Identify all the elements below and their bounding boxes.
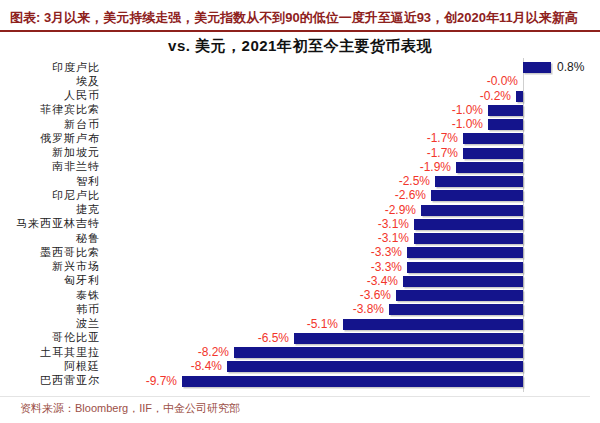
value-label: -5.1% [307, 318, 338, 331]
value-label: -1.7% [427, 132, 458, 145]
chart-page: 图表: 3月以来，美元持续走强，美元指数从不到90的低位一度升至逼近93，创20… [0, 0, 600, 423]
value-label: -3.1% [378, 232, 409, 245]
value-label: -1.7% [427, 147, 458, 160]
bar [516, 91, 523, 102]
category-label: 匈牙利 [64, 274, 100, 287]
value-label: -8.2% [198, 346, 229, 359]
category-label: 新兴市场 [52, 260, 100, 273]
category-label: 韩币 [76, 303, 100, 316]
zero-axis-line [523, 58, 524, 392]
bar [403, 276, 523, 287]
chart-title: vs. 美元，2021年初至今主要货币表现 [0, 37, 600, 56]
bar [435, 176, 523, 187]
category-label: 墨西哥比索 [40, 246, 100, 259]
bar [463, 148, 523, 159]
value-label: -3.8% [353, 303, 384, 316]
bar [488, 119, 523, 130]
category-label: 南非兰特 [52, 160, 100, 173]
category-label: 菲律宾比索 [40, 103, 100, 116]
bar [523, 62, 551, 73]
category-label: 巴西雷亚尔 [40, 374, 100, 387]
category-label: 人民币 [64, 89, 100, 102]
header-note: 图表: 3月以来，美元持续走强，美元指数从不到90的低位一度升至逼近93，创20… [10, 9, 595, 27]
header-divider [0, 30, 600, 32]
category-label: 俄罗斯卢布 [40, 132, 100, 145]
source-note: 资料来源：Bloomberg，IIF，中金公司研究部 [20, 401, 240, 415]
bar [456, 162, 523, 173]
value-label: -0.2% [480, 90, 511, 103]
bar [396, 290, 523, 301]
bar [414, 233, 523, 244]
bar [488, 105, 523, 116]
value-label: -8.4% [191, 360, 222, 373]
value-label: -6.5% [258, 332, 289, 345]
bar [294, 333, 523, 344]
bar [431, 190, 523, 201]
bar [407, 262, 523, 273]
category-label: 马来西亚林吉特 [16, 217, 100, 230]
value-label: -3.4% [367, 275, 398, 288]
value-label: -2.9% [385, 204, 416, 217]
value-label: -1.9% [420, 161, 451, 174]
bar [182, 376, 523, 387]
footer-divider [0, 396, 590, 397]
category-label: 新台币 [64, 118, 100, 131]
value-label: 0.8% [557, 61, 584, 74]
value-label: -9.7% [146, 375, 177, 388]
bar [463, 133, 523, 144]
bar [389, 304, 523, 315]
value-label: -0.0% [487, 75, 518, 88]
category-label: 捷克 [76, 203, 100, 216]
category-label: 埃及 [76, 75, 100, 88]
category-label: 哥伦比亚 [52, 331, 100, 344]
category-label: 土耳其里拉 [40, 346, 100, 359]
value-label: -3.6% [360, 289, 391, 302]
bar [407, 247, 523, 258]
value-label: -1.0% [452, 118, 483, 131]
category-label: 秘鲁 [76, 232, 100, 245]
category-label: 智利 [76, 175, 100, 188]
category-label: 泰铢 [76, 289, 100, 302]
bar [227, 361, 523, 372]
value-label: -3.3% [371, 261, 402, 274]
bar-chart: 印度卢比 0.8% 埃及 -0.0% 人民币 -0.2% 菲律宾比索 -1.0% 新台币 -1.0… [0, 58, 600, 392]
value-label: -2.6% [395, 189, 426, 202]
value-label: -3.1% [378, 218, 409, 231]
category-label: 印尼卢比 [52, 189, 100, 202]
category-label: 波兰 [76, 317, 100, 330]
bar [343, 319, 523, 330]
bar [234, 347, 523, 358]
category-label: 新加坡元 [52, 146, 100, 159]
value-label: -1.0% [452, 104, 483, 117]
bar [421, 205, 523, 216]
category-label: 阿根廷 [64, 360, 100, 373]
value-label: -2.5% [399, 175, 430, 188]
category-label: 印度卢比 [52, 61, 100, 74]
bar [414, 219, 523, 230]
value-label: -3.3% [371, 246, 402, 259]
